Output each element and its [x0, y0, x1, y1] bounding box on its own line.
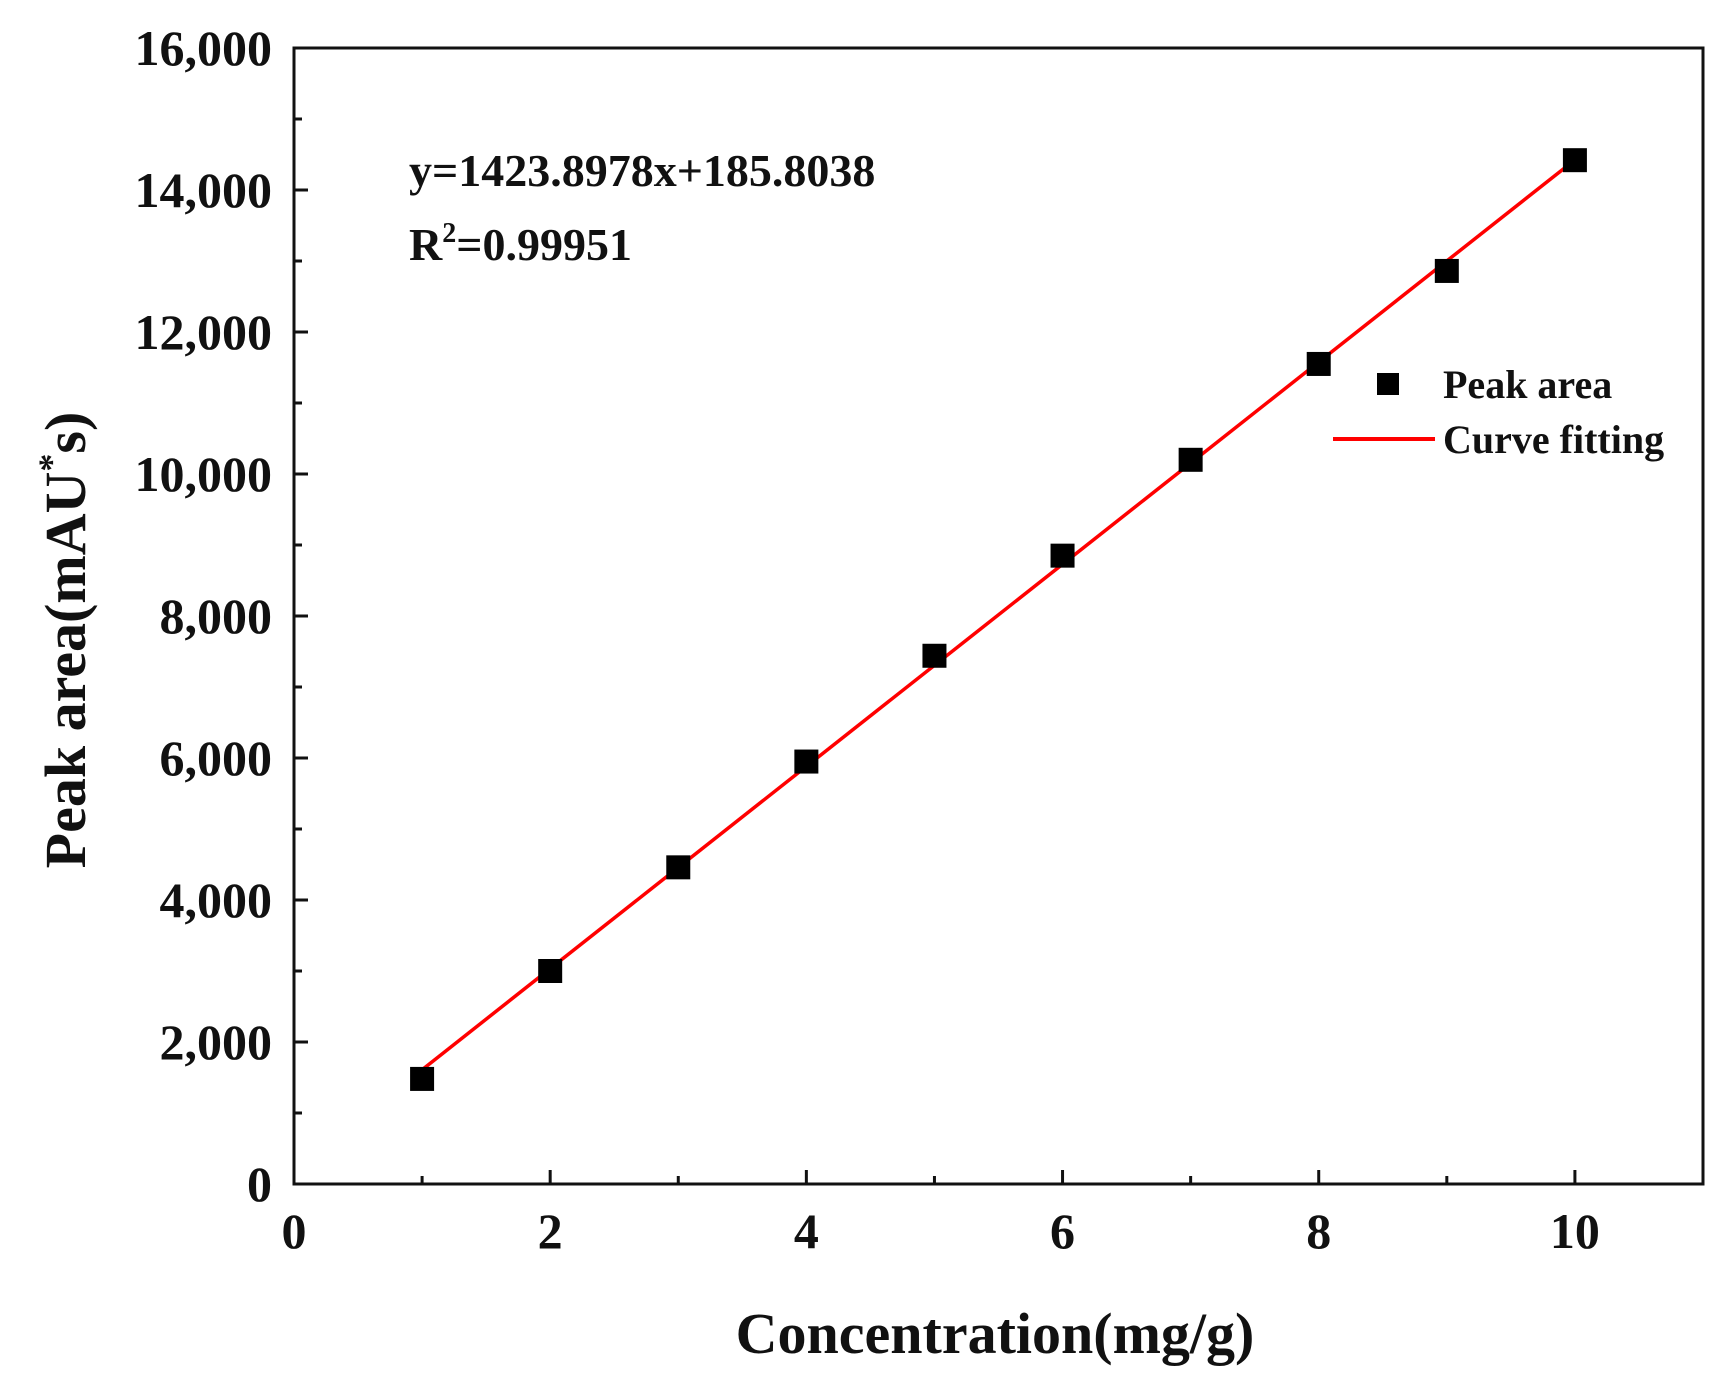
- y-axis-title-tail: s): [33, 412, 98, 454]
- r-squared-annotation: R2=0.99951: [409, 218, 632, 270]
- y-tick-label: 0: [247, 1156, 272, 1212]
- legend: Peak area Curve fitting: [1333, 362, 1664, 462]
- x-tick-label: 4: [794, 1203, 819, 1259]
- r-squared-superscript: 2: [442, 218, 456, 249]
- y-tick-label: 6,000: [160, 730, 273, 786]
- y-tick-label: 8,000: [160, 588, 273, 644]
- y-tick-label: 14,000: [135, 162, 273, 218]
- data-point: [666, 855, 691, 880]
- data-point: [1306, 351, 1331, 376]
- legend-marker-peak-area: [1377, 373, 1399, 395]
- fit-line-layer: [421, 158, 1576, 1072]
- data-point: [1050, 543, 1075, 568]
- y-tick-label: 4,000: [160, 872, 273, 928]
- data-point: [1562, 148, 1587, 173]
- legend-label-curve-fitting: Curve fitting: [1443, 417, 1664, 462]
- y-axis-ticks: 0 2,000 4,000 6,000 8,000 10,000 12,000 14,000 1…: [135, 20, 308, 1212]
- y-tick-label: 10,000: [135, 446, 273, 502]
- y-tick-label: 12,000: [135, 304, 273, 360]
- y-axis-title: Peak area(mAU*s): [31, 412, 98, 869]
- x-tick-label: 6: [1050, 1203, 1075, 1259]
- equation-annotation: y=1423.8978x+185.8038: [409, 145, 875, 196]
- data-point: [410, 1066, 435, 1091]
- data-point: [538, 959, 563, 983]
- x-tick-label: 0: [282, 1203, 307, 1259]
- y-axis-title-superscript: *: [31, 454, 71, 472]
- r-squared-value: =0.99951: [456, 219, 632, 270]
- data-point: [1434, 258, 1459, 283]
- legend-label-peak-area: Peak area: [1443, 362, 1612, 407]
- x-tick-label: 2: [538, 1203, 563, 1259]
- data-points-layer: [410, 148, 1587, 1091]
- data-point: [922, 643, 947, 668]
- x-tick-label: 8: [1306, 1203, 1331, 1259]
- x-tick-label: 10: [1550, 1203, 1600, 1259]
- y-tick-label: 16,000: [135, 20, 273, 76]
- r-squared-label: R: [409, 219, 443, 270]
- y-tick-label: 2,000: [160, 1014, 273, 1070]
- x-axis-title: Concentration(mg/g): [736, 1301, 1255, 1366]
- fit-line: [421, 158, 1576, 1072]
- x-axis-ticks: 0 2 4 6 8 10: [282, 1170, 1705, 1259]
- data-point: [1178, 447, 1203, 472]
- y-axis-title-main: Peak area(mAU: [33, 472, 98, 869]
- data-point: [794, 749, 819, 774]
